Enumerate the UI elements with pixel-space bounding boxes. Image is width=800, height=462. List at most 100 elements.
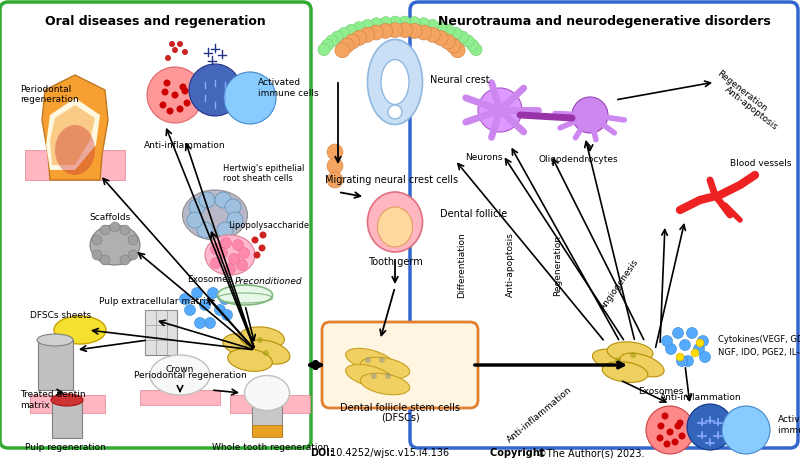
Circle shape bbox=[450, 43, 465, 58]
Text: Neurons: Neurons bbox=[465, 153, 502, 163]
Circle shape bbox=[179, 84, 186, 91]
Circle shape bbox=[221, 237, 231, 249]
Text: (DFSCs): (DFSCs) bbox=[381, 413, 419, 423]
Circle shape bbox=[682, 355, 694, 366]
Circle shape bbox=[238, 248, 250, 259]
Circle shape bbox=[379, 357, 385, 363]
Text: Whole tooth regeneration: Whole tooth regeneration bbox=[212, 444, 328, 452]
Circle shape bbox=[263, 350, 269, 356]
Circle shape bbox=[217, 222, 233, 238]
Circle shape bbox=[182, 49, 188, 55]
Circle shape bbox=[162, 89, 169, 96]
Circle shape bbox=[185, 304, 195, 316]
Circle shape bbox=[466, 39, 478, 51]
Circle shape bbox=[110, 222, 120, 232]
Ellipse shape bbox=[37, 334, 73, 346]
Circle shape bbox=[380, 17, 392, 29]
Text: Anti-inflammation: Anti-inflammation bbox=[144, 140, 226, 150]
Bar bbox=[30, 395, 105, 413]
Text: Tooth germ: Tooth germ bbox=[368, 257, 422, 267]
Ellipse shape bbox=[593, 349, 638, 371]
Ellipse shape bbox=[222, 334, 267, 357]
Ellipse shape bbox=[150, 355, 210, 395]
Text: NGF, IDO, PGE2, IL-4, IL-10,: NGF, IDO, PGE2, IL-4, IL-10, bbox=[718, 347, 800, 357]
Circle shape bbox=[572, 97, 608, 133]
Circle shape bbox=[352, 30, 366, 45]
Circle shape bbox=[147, 67, 203, 123]
Bar bbox=[252, 398, 282, 436]
Text: Anti-inflammation: Anti-inflammation bbox=[506, 385, 574, 445]
FancyBboxPatch shape bbox=[322, 322, 478, 408]
Circle shape bbox=[326, 35, 338, 47]
Circle shape bbox=[245, 341, 251, 347]
Circle shape bbox=[172, 47, 178, 53]
Circle shape bbox=[322, 39, 334, 51]
Circle shape bbox=[369, 25, 383, 40]
Circle shape bbox=[658, 423, 665, 430]
Text: Cytokines(VEGF, GDNF, BDNF,: Cytokines(VEGF, GDNF, BDNF, bbox=[718, 335, 800, 345]
Circle shape bbox=[345, 24, 357, 36]
Circle shape bbox=[191, 287, 202, 298]
Circle shape bbox=[199, 192, 215, 208]
Ellipse shape bbox=[245, 376, 290, 411]
Circle shape bbox=[388, 105, 402, 119]
Circle shape bbox=[258, 244, 266, 251]
Circle shape bbox=[418, 18, 430, 30]
Polygon shape bbox=[42, 75, 108, 180]
Bar bbox=[252, 425, 282, 437]
Circle shape bbox=[462, 35, 474, 47]
Circle shape bbox=[217, 248, 227, 259]
Circle shape bbox=[674, 423, 682, 430]
Circle shape bbox=[417, 25, 431, 40]
Circle shape bbox=[251, 237, 258, 243]
Circle shape bbox=[698, 335, 709, 346]
Circle shape bbox=[398, 23, 413, 37]
Circle shape bbox=[671, 438, 678, 445]
Bar bbox=[140, 390, 220, 405]
Circle shape bbox=[443, 24, 455, 36]
Circle shape bbox=[177, 41, 183, 47]
Circle shape bbox=[434, 30, 448, 45]
Circle shape bbox=[371, 373, 377, 379]
Circle shape bbox=[120, 225, 130, 235]
Circle shape bbox=[696, 339, 704, 347]
Circle shape bbox=[224, 72, 276, 124]
Circle shape bbox=[666, 428, 674, 436]
Circle shape bbox=[345, 34, 360, 49]
Circle shape bbox=[194, 317, 206, 328]
Ellipse shape bbox=[90, 225, 140, 265]
Circle shape bbox=[686, 328, 698, 339]
Text: Treated dentin
matrix: Treated dentin matrix bbox=[20, 390, 86, 410]
Text: Scaffolds: Scaffolds bbox=[90, 213, 130, 221]
Circle shape bbox=[657, 434, 663, 442]
Ellipse shape bbox=[205, 235, 255, 275]
Circle shape bbox=[390, 16, 402, 28]
Text: Anti-apoptosis: Anti-apoptosis bbox=[506, 232, 514, 298]
Circle shape bbox=[225, 263, 235, 274]
Circle shape bbox=[679, 340, 690, 351]
Circle shape bbox=[387, 23, 402, 37]
Circle shape bbox=[163, 79, 170, 86]
Circle shape bbox=[370, 18, 382, 30]
Bar bbox=[145, 310, 177, 355]
Circle shape bbox=[687, 404, 733, 450]
Circle shape bbox=[318, 43, 330, 55]
Circle shape bbox=[100, 255, 110, 265]
Circle shape bbox=[662, 335, 673, 346]
Circle shape bbox=[335, 43, 350, 58]
Ellipse shape bbox=[55, 125, 95, 175]
Text: Periodontal regeneration: Periodontal regeneration bbox=[134, 371, 246, 379]
Circle shape bbox=[457, 31, 469, 43]
Circle shape bbox=[227, 212, 243, 228]
Text: Dental follicle stem cells: Dental follicle stem cells bbox=[340, 403, 460, 413]
Ellipse shape bbox=[360, 373, 410, 395]
Polygon shape bbox=[50, 105, 95, 165]
Circle shape bbox=[327, 158, 343, 174]
Circle shape bbox=[128, 250, 138, 260]
Circle shape bbox=[210, 257, 222, 268]
Ellipse shape bbox=[378, 207, 413, 247]
Circle shape bbox=[182, 87, 189, 95]
Text: Exosomes: Exosomes bbox=[638, 388, 683, 396]
Text: 10.4252/wjsc.v15.i4.136: 10.4252/wjsc.v15.i4.136 bbox=[327, 448, 452, 458]
Circle shape bbox=[197, 222, 213, 238]
